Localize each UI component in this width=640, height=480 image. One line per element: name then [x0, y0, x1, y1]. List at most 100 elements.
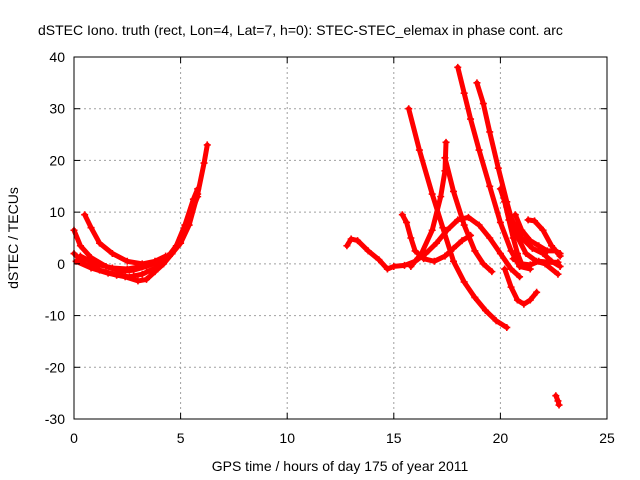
data-point [552, 247, 560, 255]
data-point [496, 250, 504, 258]
x-tick-label: 0 [70, 430, 78, 446]
data-point [364, 247, 372, 255]
x-axis-label: GPS time / hours of day 175 of year 2011 [212, 458, 469, 474]
data-point [76, 252, 84, 260]
series-line [71, 142, 210, 275]
data-point [160, 260, 168, 268]
y-tick-label: 40 [49, 49, 65, 65]
data-point [177, 234, 185, 242]
data-point [449, 187, 457, 195]
data-point [513, 296, 521, 304]
data-point [151, 258, 159, 266]
y-tick-label: 20 [49, 152, 65, 168]
data-point [555, 401, 563, 409]
grid [74, 57, 607, 419]
data-point [492, 317, 500, 325]
data-point [420, 255, 428, 263]
y-tick-label: 0 [57, 256, 65, 272]
data-point [556, 250, 564, 258]
data-point [123, 265, 131, 273]
data-point [554, 397, 562, 405]
data-point [486, 234, 494, 242]
data-point [439, 224, 447, 232]
chart-title: dSTEC Iono. truth (rect, Lon=4, Lat=7, h… [38, 22, 563, 38]
data-point [496, 185, 504, 193]
data-point [554, 270, 562, 278]
data-point [168, 250, 176, 258]
data-point [481, 306, 489, 314]
data-point [400, 261, 408, 269]
data-point [76, 242, 84, 250]
data-point [194, 193, 202, 201]
series-line [82, 212, 169, 267]
data-point [460, 221, 468, 229]
data-point [554, 258, 562, 266]
series-4 [76, 252, 172, 273]
data-point [479, 100, 487, 108]
data-point [511, 211, 519, 219]
data-point [458, 237, 466, 245]
data-point [403, 218, 411, 226]
data-point [496, 218, 504, 226]
data-point [543, 247, 551, 255]
data-point [518, 260, 526, 268]
data-point [535, 257, 543, 265]
plot-frame [73, 56, 608, 420]
data-point [471, 293, 479, 301]
data-point [552, 392, 560, 400]
data-point [432, 239, 440, 247]
series-line [502, 266, 540, 307]
data-point [494, 164, 502, 172]
data-point [428, 226, 436, 234]
series-5 [343, 213, 524, 281]
series-7 [405, 105, 511, 331]
data-point [501, 198, 509, 206]
data-point [501, 265, 509, 273]
data-point [509, 234, 517, 242]
data-point [375, 256, 383, 264]
data-point [87, 264, 95, 272]
data-point [415, 146, 423, 154]
data-point [108, 264, 116, 272]
data-point [533, 288, 541, 296]
y-tick-label: -30 [45, 411, 65, 427]
data-point [479, 260, 487, 268]
series-18 [552, 392, 563, 409]
data-point [418, 250, 426, 258]
data-point [407, 262, 415, 270]
series-2 [72, 193, 202, 285]
data-point [81, 211, 89, 219]
data-point [411, 247, 419, 255]
series-9 [441, 154, 496, 276]
data-point [460, 278, 468, 286]
data-point [473, 79, 481, 87]
x-tick-label: 5 [177, 430, 185, 446]
data-point [164, 252, 172, 260]
data-point [449, 257, 457, 265]
data-point [437, 193, 445, 201]
data-point [467, 115, 475, 123]
data-point [503, 203, 511, 211]
data-point [104, 269, 112, 277]
data-point [488, 268, 496, 276]
data-point [442, 138, 450, 146]
data-point [347, 235, 355, 243]
data-point [203, 141, 211, 149]
y-tick-label: -10 [45, 308, 65, 324]
data-point [548, 242, 556, 250]
data-point [138, 270, 146, 278]
data-point [390, 262, 398, 270]
data-point [354, 237, 362, 245]
data-point [545, 258, 553, 266]
data-point [507, 283, 515, 291]
data-point [513, 250, 521, 258]
data-point [507, 265, 515, 273]
data-point [503, 323, 511, 331]
series-line [73, 194, 201, 284]
data-point [343, 242, 351, 250]
data-point [428, 190, 436, 198]
data-point [123, 257, 131, 265]
data-point [194, 185, 202, 193]
data-point [522, 250, 530, 258]
